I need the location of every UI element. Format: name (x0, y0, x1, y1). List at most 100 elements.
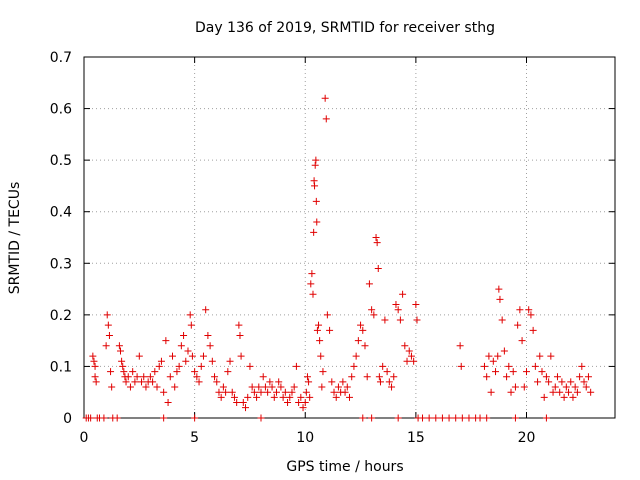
data-point (573, 388, 581, 396)
data-point (419, 414, 427, 422)
data-point (476, 414, 484, 422)
data-point (303, 373, 311, 381)
data-point (432, 414, 440, 422)
data-point (438, 414, 446, 422)
data-point (343, 383, 351, 391)
data-point (286, 393, 294, 401)
data-point (297, 393, 305, 401)
data-point (494, 352, 502, 360)
data-point (244, 393, 252, 401)
data-point (500, 347, 508, 355)
data-point (445, 414, 453, 422)
data-point (235, 321, 243, 329)
data-point (374, 264, 382, 272)
data-point (341, 388, 349, 396)
data-point (202, 306, 210, 314)
data-point (299, 404, 307, 412)
data-point (193, 373, 201, 381)
x-tick-label: 0 (80, 430, 89, 446)
data-point (560, 393, 568, 401)
y-tick-label: 0.4 (50, 205, 72, 221)
data-point (373, 239, 381, 247)
data-point (487, 388, 495, 396)
data-point (326, 326, 334, 334)
x-tick-label: 20 (518, 430, 536, 446)
data-point (495, 285, 503, 293)
y-tick-label: 0.6 (50, 102, 72, 118)
data-point (480, 362, 488, 370)
data-point (571, 383, 579, 391)
data-point (350, 362, 358, 370)
y-tick-label: 0.1 (50, 359, 72, 375)
data-point (250, 388, 258, 396)
data-point (334, 383, 342, 391)
data-point (485, 352, 493, 360)
data-point (204, 331, 212, 339)
data-point (323, 311, 331, 319)
data-point (255, 383, 263, 391)
data-point (542, 414, 550, 422)
data-point (549, 388, 557, 396)
data-point (363, 373, 371, 381)
data-point (91, 373, 99, 381)
data-point (307, 280, 315, 288)
data-point (160, 388, 168, 396)
data-point (208, 357, 216, 365)
data-point (261, 383, 269, 391)
data-point (191, 368, 199, 376)
data-point (368, 306, 376, 314)
data-point (582, 383, 590, 391)
data-point (140, 373, 148, 381)
data-point (237, 352, 245, 360)
data-point (365, 280, 373, 288)
data-point (301, 399, 309, 407)
data-point (562, 383, 570, 391)
data-point (177, 342, 185, 350)
x-tick-label: 5 (190, 430, 199, 446)
data-point (153, 383, 161, 391)
grid (84, 57, 615, 418)
data-point (505, 362, 513, 370)
x-tick-labels: 0 5 10 15 20 (80, 430, 536, 446)
data-point (89, 352, 97, 360)
data-point (381, 316, 389, 324)
data-point (217, 393, 225, 401)
data-point (321, 94, 329, 102)
data-point (545, 378, 553, 386)
x-tick-label: 15 (407, 430, 425, 446)
data-point (457, 362, 465, 370)
data-point (248, 383, 256, 391)
data-point (523, 368, 530, 376)
data-point (105, 331, 113, 339)
data-point (184, 347, 192, 355)
data-point (376, 378, 384, 386)
data-point (405, 347, 413, 355)
data-point (100, 414, 108, 422)
data-point (230, 393, 238, 401)
data-points (82, 94, 595, 422)
data-point (257, 388, 265, 396)
y-tick-label: 0.2 (50, 308, 72, 324)
data-point (281, 388, 289, 396)
data-point (359, 326, 367, 334)
data-point (224, 368, 232, 376)
data-point (312, 197, 320, 205)
data-point (131, 378, 139, 386)
y-tick-label: 0.5 (50, 153, 72, 169)
data-point (511, 414, 519, 422)
data-point (115, 342, 123, 350)
data-point (180, 331, 188, 339)
data-point (496, 295, 504, 303)
data-point (569, 393, 577, 401)
data-point (197, 362, 205, 370)
data-point (138, 378, 146, 386)
data-point (412, 301, 420, 309)
data-point (538, 368, 546, 376)
data-point (104, 321, 112, 329)
data-point (113, 414, 121, 422)
data-point (195, 378, 203, 386)
data-point (306, 393, 314, 401)
data-point (357, 321, 365, 329)
data-point (540, 393, 548, 401)
data-point (164, 399, 172, 407)
